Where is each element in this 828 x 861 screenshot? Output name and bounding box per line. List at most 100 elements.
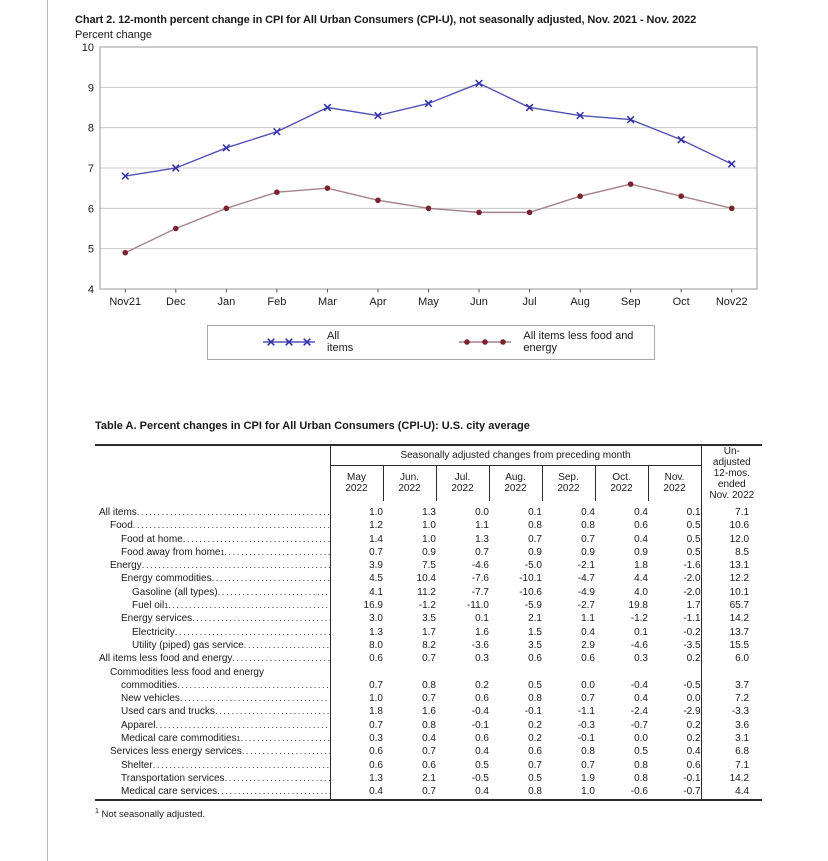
chart-section: Chart 2. 12-month percent change in CPI … [75, 14, 795, 360]
value-cell: 0.5 [528, 679, 542, 691]
value-cell: 1.9 [581, 772, 595, 784]
value-cell: -2.0 [683, 586, 701, 598]
page-content: Chart 2. 12-month percent change in CPI … [75, 14, 795, 820]
table-row: Medical care services 0.4 0.7 0.4 0.8 1.0 -0.6… [95, 785, 763, 800]
value-cell: 11.2 [417, 586, 436, 598]
value-cell: 1.0 [422, 520, 436, 532]
cpi-table: Seasonally adjusted changes from precedi… [95, 444, 763, 801]
svg-text:10: 10 [82, 42, 94, 54]
value-cell: -2.7 [577, 600, 595, 612]
svg-text:Jun: Jun [470, 296, 488, 308]
svg-text:Sep: Sep [621, 296, 641, 308]
value-cell: 10.6 [700, 519, 763, 533]
value-cell: 0.2 [528, 719, 542, 731]
value-cell: 13.7 [700, 625, 763, 639]
row-label: All items less food and energy [95, 652, 331, 666]
svg-text:Oct: Oct [673, 296, 690, 308]
value-cell: 0.7 [422, 746, 436, 758]
svg-text:9: 9 [88, 82, 94, 94]
value-cell: -4.6 [471, 560, 489, 572]
value-cell: 1.3 [369, 772, 383, 784]
row-label: Medical care services [95, 785, 331, 800]
chart-legend: All items All items less food and energy [207, 325, 655, 360]
value-cell: 1.6 [475, 626, 489, 638]
value-cell: 14.2 [700, 612, 763, 626]
value-cell: 0.8 [581, 520, 595, 532]
value-cell: 3.0 [369, 613, 383, 625]
value-cell: 7.1 [700, 501, 763, 520]
table-row: Gasoline (all types) 4.1 11.2 -7.7 -10.6 -4.9… [95, 585, 763, 600]
value-cell: -1.6 [683, 560, 701, 572]
row-label: Transportation services [95, 771, 331, 786]
value-cell: 0.2 [686, 719, 701, 731]
table-row: Commodities less food and energy commodit… [95, 665, 763, 693]
table-row: Energy 3.9 7.5 -4.6 -5.0 -2.1 1.8 -1.613.1 [95, 559, 763, 573]
value-cell: 1.7 [422, 626, 436, 638]
value-cell: 1.8 [634, 560, 648, 572]
value-cell: 0.6 [422, 759, 436, 771]
value-cell: 10.4 [416, 573, 436, 585]
label-column-header [95, 445, 331, 501]
table-row: Energy commodities 4.5 10.4 -7.6 -10.1 -4.7 4.… [95, 572, 763, 586]
column-header: Sep. 2022 [541, 465, 595, 501]
value-cell: -2.0 [683, 573, 701, 585]
value-cell: 1.8 [369, 706, 383, 718]
value-cell: 0.9 [581, 546, 595, 558]
value-cell: 0.5 [528, 772, 542, 784]
row-label: Services less energy services [95, 745, 331, 759]
value-cell: 0.5 [686, 533, 701, 545]
value-cell: 0.3 [634, 653, 648, 665]
value-cell: 0.1 [686, 507, 701, 518]
value-cell: -0.3 [577, 719, 595, 731]
table-body: All items1.01.30.00.10.40.40.17.1Food1.2… [95, 501, 763, 800]
value-cell: -2.4 [630, 706, 648, 718]
legend-item-all-items: All items [260, 330, 360, 354]
value-cell: 0.8 [422, 679, 436, 691]
value-cell: 0.0 [634, 733, 648, 745]
value-cell: 0.7 [369, 719, 383, 731]
value-cell: -3.5 [683, 639, 701, 651]
value-cell: 0.0 [686, 693, 701, 705]
value-cell: 0.4 [634, 507, 648, 518]
value-cell: 0.7 [369, 546, 383, 558]
table-row: Services less energy services 0.6 0.7 0.4 0.… [95, 745, 763, 759]
svg-text:6: 6 [88, 203, 94, 215]
column-header: Jun. 2022 [382, 465, 436, 501]
value-cell: 2.9 [581, 639, 595, 651]
svg-text:Nov21: Nov21 [109, 296, 141, 308]
row-label: Food [95, 519, 331, 533]
value-cell: 0.4 [475, 746, 489, 758]
value-cell: 3.1 [700, 732, 763, 746]
value-cell: 1.2 [369, 520, 383, 532]
table-row: Transportation services 1.3 2.1 -0.5 0.5 1.9 0… [95, 771, 763, 786]
svg-text:Dec: Dec [166, 296, 186, 308]
value-cell: 2.1 [422, 772, 436, 784]
value-cell: -2.1 [577, 560, 595, 572]
value-cell: 0.5 [686, 546, 701, 558]
value-cell: 0.7 [581, 693, 595, 705]
value-cell: -1.1 [683, 613, 701, 625]
table-row: All items less food and energy 0.6 0.7 0.3 0… [95, 652, 763, 666]
value-cell: 3.9 [369, 560, 383, 572]
value-cell: 7.1 [700, 758, 763, 772]
value-cell: 0.8 [528, 520, 542, 532]
table-row: Utility (piped) gas service 8.0 8.2 -3.6 3.5… [95, 638, 763, 653]
all-items-line-sample [260, 335, 318, 349]
value-cell: -7.6 [471, 573, 489, 585]
value-cell: 7.2 [700, 692, 763, 706]
page-edge-rule [47, 0, 48, 861]
value-cell: 0.6 [528, 653, 542, 665]
value-cell: 1.0 [369, 693, 383, 705]
row-label: Food away from home 1 [95, 545, 331, 560]
row-label: Medical care commodities 1 [95, 732, 331, 746]
value-cell: 1.3 [369, 626, 383, 638]
svg-text:Aug: Aug [570, 296, 590, 308]
row-label: Commodities less food and energy commodit… [95, 665, 331, 693]
value-cell: -0.6 [630, 786, 648, 798]
value-cell: 0.7 [422, 693, 436, 705]
value-cell: 13.1 [700, 559, 763, 573]
row-label: New vehicles [95, 692, 331, 706]
